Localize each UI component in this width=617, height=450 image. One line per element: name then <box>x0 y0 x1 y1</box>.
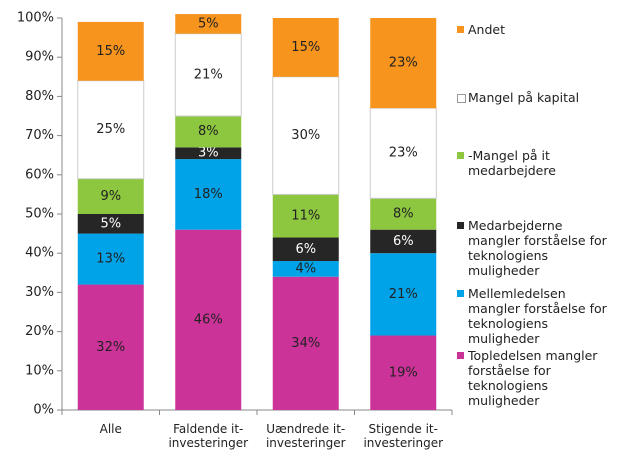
legend-label: Andet <box>468 22 505 37</box>
y-tick-label: 80% <box>25 89 54 104</box>
bar-segment <box>175 147 242 160</box>
legend-entry: Topledelsen mangler forståelse for tekno… <box>457 348 617 408</box>
data-label: 5% <box>100 216 121 231</box>
data-label: 15% <box>96 44 125 59</box>
legend-label: Mangel på kapital <box>468 90 580 105</box>
bar-segment <box>77 284 144 410</box>
bar-segment <box>369 107 437 199</box>
data-label: 23% <box>389 56 418 71</box>
data-label: 30% <box>291 128 320 143</box>
data-label: 11% <box>291 208 320 223</box>
legend-swatch <box>457 290 464 297</box>
bar-segment <box>77 214 144 234</box>
data-label: 32% <box>96 340 125 355</box>
bar-segment <box>272 276 339 410</box>
y-tick-label: 60% <box>25 167 54 182</box>
data-label: 23% <box>389 146 418 161</box>
legend-entry: Mangel på kapital <box>457 90 617 105</box>
bar-segment <box>272 237 339 262</box>
legend-label: Medarbejderne mangler forståelse for tek… <box>468 218 607 278</box>
data-label: 19% <box>389 365 418 380</box>
bar-segment <box>77 21 144 81</box>
data-label: 34% <box>291 336 320 351</box>
legend-entry: Andet <box>457 22 617 37</box>
bar-segment <box>272 261 339 277</box>
bar-segment <box>370 198 437 230</box>
bar-segment <box>370 229 437 254</box>
legend-swatch <box>457 222 464 229</box>
bar-segment <box>370 18 437 109</box>
data-label: 3% <box>198 146 219 161</box>
legend-swatch <box>457 94 466 103</box>
y-tick-label: 30% <box>25 285 54 300</box>
legend-entry: -Mangel på it medarbejdere <box>457 148 617 178</box>
legend-entry: Medarbejderne mangler forståelse for tek… <box>457 218 617 278</box>
data-label: 9% <box>100 189 121 204</box>
y-tick-label: 20% <box>25 324 54 339</box>
bar-segment <box>272 18 339 77</box>
data-label: 25% <box>96 122 125 137</box>
x-tick-label: Uændrede it-investeringer <box>265 422 346 450</box>
x-tick-label: Stigende it-investeringer <box>363 422 444 450</box>
data-label: 21% <box>389 287 418 302</box>
legend-swatch <box>457 352 464 359</box>
bar-segment <box>77 80 145 180</box>
data-label: 15% <box>291 40 320 55</box>
bar-segment <box>370 335 437 410</box>
y-tick-label: 0% <box>33 403 54 418</box>
bar-segment <box>77 178 144 214</box>
bar-segment <box>175 159 242 230</box>
legend-label: Mellemledelsen mangler forståelse for te… <box>468 286 607 346</box>
bar-segment <box>77 233 144 285</box>
bar-segment <box>175 229 242 410</box>
x-tick-label: Alle <box>99 422 122 436</box>
legend-swatch <box>457 152 464 159</box>
y-tick-label: 70% <box>25 128 54 143</box>
data-label: 8% <box>393 207 414 222</box>
data-label: 21% <box>194 67 223 82</box>
bar-segment <box>175 116 242 148</box>
data-label: 5% <box>198 16 219 31</box>
data-label: 4% <box>295 261 316 276</box>
data-label: 13% <box>96 252 125 267</box>
bar-segment <box>272 194 339 238</box>
y-tick-label: 50% <box>25 207 54 222</box>
legend-label: Topledelsen mangler forståelse for tekno… <box>468 348 598 408</box>
y-tick-label: 90% <box>25 50 54 65</box>
y-tick-label: 10% <box>25 363 54 378</box>
y-tick-label: 100% <box>17 11 54 26</box>
data-label: 6% <box>295 242 316 257</box>
legend-label: -Mangel på it medarbejdere <box>468 148 556 178</box>
bar-segment <box>175 14 242 34</box>
data-label: 8% <box>198 124 219 139</box>
y-tick-label: 40% <box>25 246 54 261</box>
x-tick-label: Faldende it-investeringer <box>168 422 249 450</box>
data-label: 6% <box>393 234 414 249</box>
legend-entry: Mellemledelsen mangler forståelse for te… <box>457 286 617 346</box>
legend-swatch <box>457 26 464 33</box>
data-label: 18% <box>194 187 223 202</box>
data-label: 46% <box>194 312 223 327</box>
bar-segment <box>370 253 437 336</box>
